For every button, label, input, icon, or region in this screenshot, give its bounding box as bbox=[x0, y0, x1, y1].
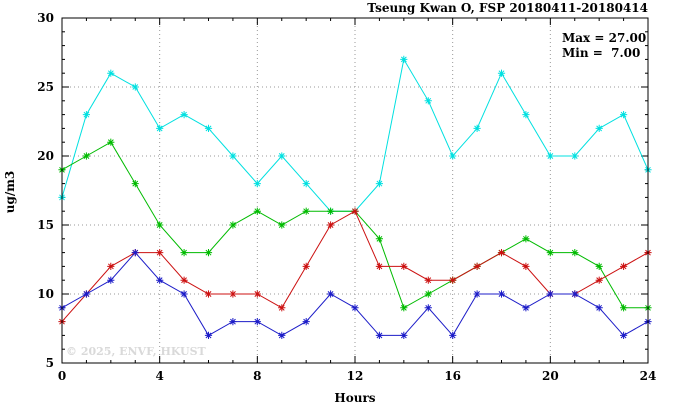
y-axis-label: ug/m3 bbox=[3, 171, 17, 214]
x-tick-label: 24 bbox=[640, 369, 657, 383]
x-tick-label: 12 bbox=[347, 369, 364, 383]
y-tick-label: 10 bbox=[37, 287, 54, 301]
tick-labels: 0 4 8 12 16 20 24 5 10 15 20 25 30 bbox=[37, 11, 656, 383]
y-tick-label: 15 bbox=[37, 218, 54, 232]
annotation-min: Min = 7.00 bbox=[562, 46, 640, 60]
y-tick-label: 30 bbox=[37, 11, 54, 25]
x-tick-label: 16 bbox=[444, 369, 461, 383]
annotation-max: Max = 27.00 bbox=[562, 31, 646, 45]
x-tick-label: 0 bbox=[58, 369, 66, 383]
y-tick-label: 20 bbox=[37, 149, 54, 163]
x-axis-label: Hours bbox=[334, 391, 375, 405]
x-tick-label: 20 bbox=[542, 369, 559, 383]
chart-title: Tseung Kwan O, FSP 20180411-20180414 bbox=[367, 1, 648, 15]
y-tick-label: 5 bbox=[46, 356, 54, 370]
x-tick-label: 8 bbox=[253, 369, 261, 383]
plot-area bbox=[58, 17, 652, 364]
x-tick-label: 4 bbox=[155, 369, 163, 383]
plot-border bbox=[61, 17, 649, 364]
watermark: © 2025, ENVF, HKUST bbox=[66, 345, 207, 358]
y-tick-label: 25 bbox=[37, 80, 54, 94]
